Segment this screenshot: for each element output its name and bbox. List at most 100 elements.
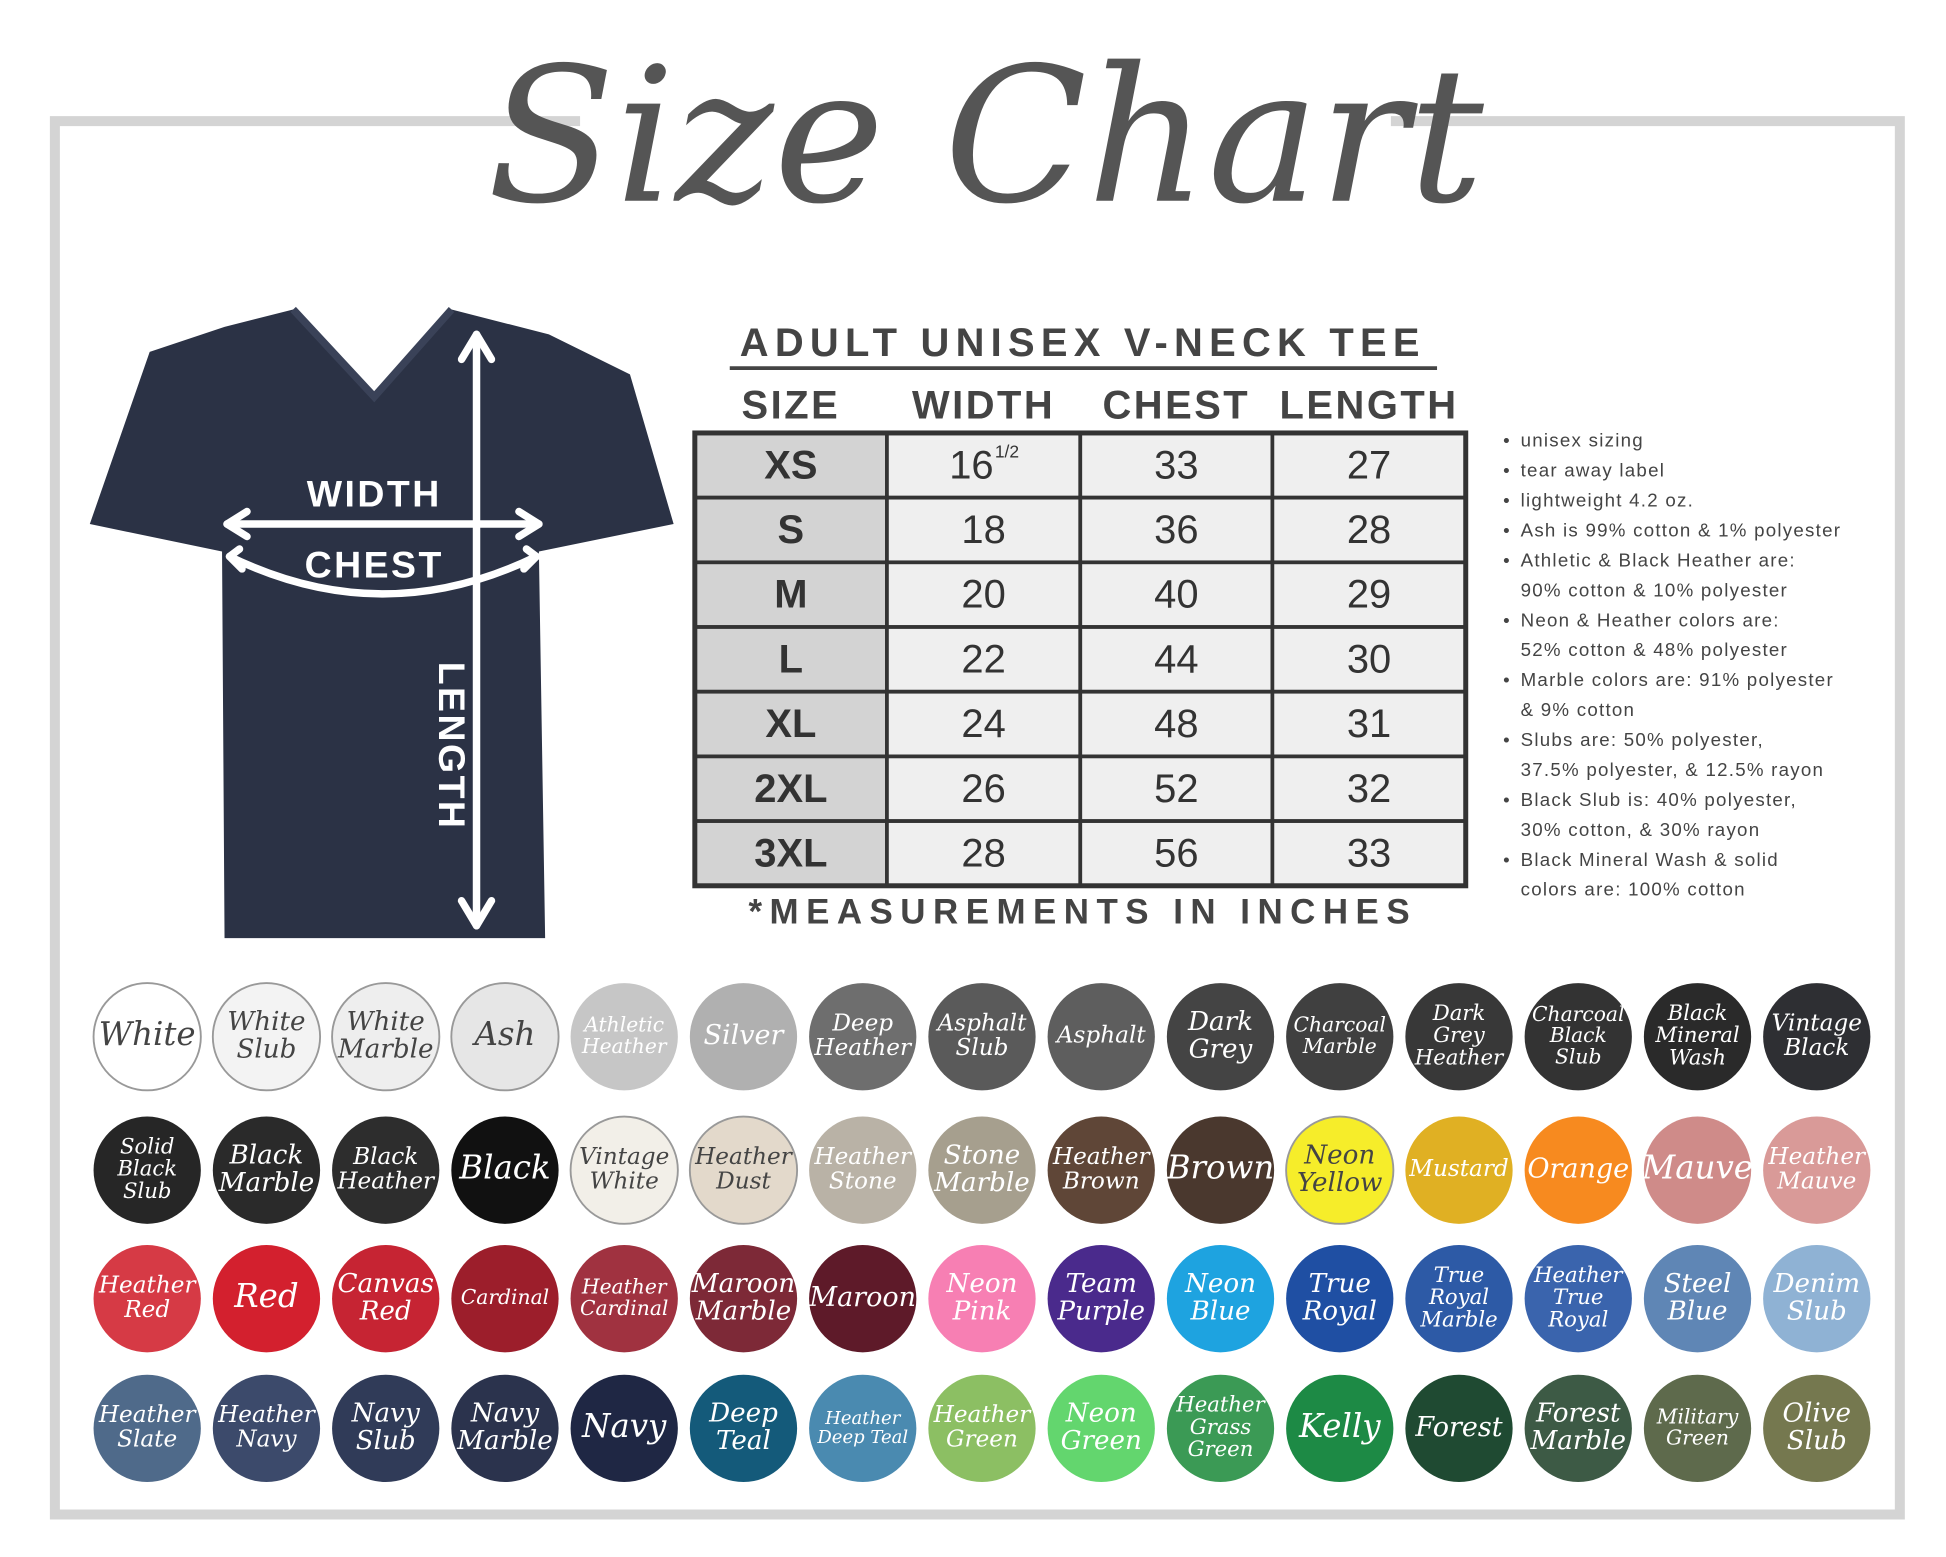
color-swatch — [212, 1245, 321, 1353]
table-heading: ADULT UNISEX V-NECK TEE — [740, 321, 1426, 365]
swatch-label: Slub — [1787, 1426, 1847, 1456]
swatch-label: Vintage — [1772, 1011, 1862, 1037]
swatch-label: Royal — [1547, 1306, 1608, 1331]
color-swatch — [809, 983, 917, 1091]
swatch-label: Neon — [1303, 1140, 1375, 1170]
color-swatch — [450, 982, 560, 1092]
swatch-label: Charcoal — [1532, 1002, 1624, 1026]
swatch-label: White — [347, 1007, 425, 1037]
color-swatch — [332, 1116, 440, 1224]
swatch-label: Neon — [945, 1269, 1017, 1299]
color-swatch — [1285, 1115, 1395, 1225]
swatch-label: Mustard — [1408, 1156, 1509, 1182]
color-swatch — [92, 982, 202, 1092]
note-text: Ash is 99% cotton & 1% polyester — [1521, 519, 1842, 540]
arrow-head — [520, 545, 541, 573]
swatch-label: Team — [1066, 1269, 1137, 1299]
swatch-label: Teal — [716, 1426, 771, 1456]
size-label: 2XL — [754, 767, 827, 811]
color-swatch — [93, 1116, 201, 1224]
swatch-label: Green — [946, 1427, 1018, 1453]
swatch-label: Neon — [1065, 1399, 1137, 1429]
swatch-label: Heather — [1052, 1144, 1152, 1170]
swatch-label: Ash — [471, 1015, 535, 1053]
swatch-label: Royal — [1302, 1296, 1377, 1326]
table-cell — [1078, 495, 1275, 565]
shirt-label: LENGTH — [431, 662, 473, 831]
column-header: CHEST — [1102, 384, 1250, 428]
color-swatch — [332, 1374, 440, 1483]
column-header: SIZE — [742, 384, 841, 428]
shirt-body — [89, 309, 674, 939]
swatch-label: Slub — [123, 1178, 172, 1203]
swatch-label: Red — [123, 1297, 170, 1323]
swatch-label: Blue — [1667, 1296, 1728, 1326]
swatch-label: Grey — [1189, 1034, 1254, 1064]
color-swatch — [809, 1374, 917, 1483]
swatch-label: Green — [1188, 1436, 1254, 1461]
measurement: 33 — [1347, 831, 1391, 875]
swatch-label: Navy — [470, 1399, 540, 1429]
swatch-label: Black — [352, 1144, 418, 1170]
color-swatch — [1643, 1374, 1752, 1483]
swatch-label: Stone — [829, 1168, 897, 1194]
swatch-label: Pink — [952, 1296, 1012, 1326]
measurement: 30 — [1347, 637, 1391, 681]
note-text: Neon & Heather colors are: — [1521, 609, 1780, 630]
swatch-label: Heather — [933, 1402, 1033, 1428]
color-swatch — [809, 1245, 917, 1353]
chest-arrow — [225, 552, 541, 598]
swatch-label: Deep — [708, 1399, 778, 1429]
note-text: Black Slub is: 40% polyester, — [1521, 789, 1797, 810]
size-label: S — [778, 508, 805, 552]
swatch-label: Silver — [703, 1020, 785, 1051]
color-swatch — [1047, 983, 1155, 1091]
swatch-label: True — [1553, 1284, 1603, 1309]
swatch-label: Cardinal — [461, 1285, 549, 1309]
swatch-label: Heather — [824, 1408, 902, 1429]
note-text: Marble colors are: 91% polyester — [1521, 669, 1834, 690]
swatch-label: Marble — [456, 1426, 553, 1456]
table-cell — [885, 560, 1083, 629]
note-text: Black Mineral Wash & solid — [1521, 849, 1779, 870]
color-swatch — [1405, 983, 1513, 1091]
swatch-label: Heather — [1767, 1144, 1867, 1170]
swatch-label: Black — [1783, 1035, 1849, 1061]
swatch-label: Black — [1549, 1023, 1607, 1047]
arrow-head — [225, 545, 246, 573]
color-swatch — [570, 983, 678, 1091]
measurement: 26 — [961, 767, 1005, 811]
measurement: 22 — [961, 637, 1005, 681]
note-text: Slubs are: 50% polyester, — [1521, 729, 1764, 750]
swatch-label: Deep Teal — [816, 1427, 908, 1448]
swatch-label: Heather — [813, 1035, 913, 1061]
swatch-label: Heather — [813, 1144, 913, 1170]
color-swatch — [1047, 1116, 1155, 1224]
swatch-label: Black — [229, 1140, 304, 1170]
color-swatch — [451, 1374, 559, 1483]
color-swatch — [1763, 1116, 1871, 1224]
color-swatch — [211, 982, 322, 1092]
measurement: 29 — [1347, 573, 1391, 617]
note-bullet: • — [1503, 549, 1510, 570]
measurement: 40 — [1154, 573, 1198, 617]
note-text: 37.5% polyester, & 12.5% rayon — [1521, 759, 1825, 780]
color-swatch — [570, 1374, 678, 1483]
swatch-label: Charcoal — [1294, 1013, 1386, 1037]
color-swatch — [688, 1115, 799, 1225]
color-swatch — [1405, 1245, 1513, 1353]
shirt-collar — [290, 306, 455, 403]
color-swatch — [928, 1245, 1036, 1353]
color-swatch — [1763, 983, 1871, 1091]
table-border — [692, 430, 1469, 889]
swatch-label: Marble — [695, 1296, 792, 1326]
frame — [49, 116, 1905, 1520]
swatch-label: Brown — [1166, 1149, 1274, 1187]
measurement: 16 — [949, 443, 993, 487]
note-text: tear away label — [1521, 460, 1666, 481]
swatch-label: True — [1434, 1262, 1484, 1287]
color-swatch — [1166, 1245, 1275, 1353]
swatch-label: Marble — [933, 1168, 1030, 1198]
swatch-label: Red — [233, 1277, 298, 1315]
